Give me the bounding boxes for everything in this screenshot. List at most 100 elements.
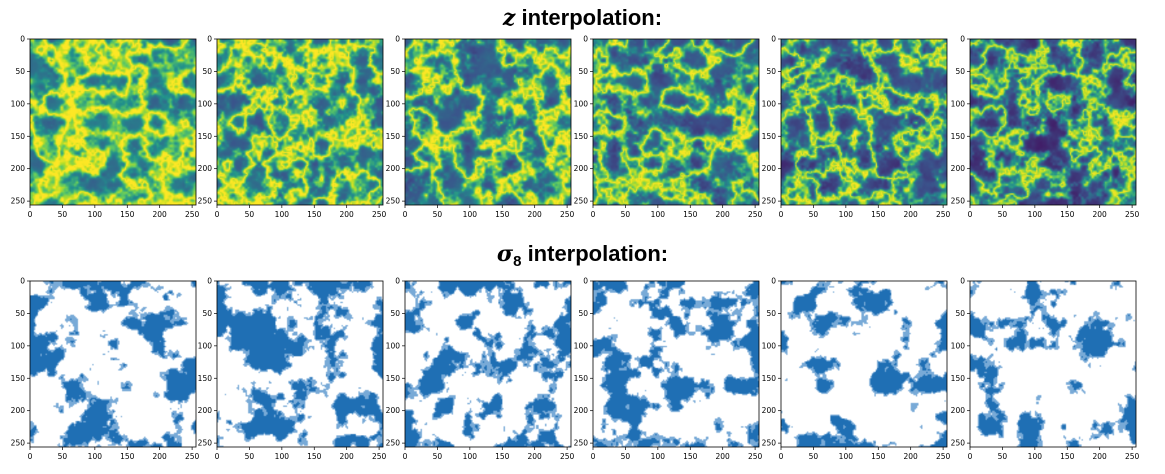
x-tick-label: 100 (1028, 452, 1043, 461)
x-tick-label: 250 (372, 210, 387, 219)
y-tick-label: 100 (11, 99, 26, 108)
sigma8-density-field-image (217, 281, 383, 447)
y-tick-label: 50 (390, 309, 400, 318)
y-tick-label: 150 (11, 374, 26, 383)
z-symbol: z (502, 5, 516, 31)
x-tick-label: 100 (463, 452, 478, 461)
y-tick-label: 200 (574, 406, 589, 415)
y-tick-label: 250 (198, 439, 213, 448)
x-tick-label: 50 (58, 210, 68, 219)
z-density-field-image (970, 39, 1136, 205)
y-tick-label: 200 (951, 406, 966, 415)
sigma8-interpolation-title: σ8 interpolation: (0, 241, 1165, 275)
y-tick-label: 200 (762, 406, 777, 415)
sigma8-panel-1: 0 50 100 150 200 250 0 50 100 150 200 250 (8, 277, 200, 474)
x-tick-label: 0 (779, 452, 784, 461)
x-tick-label: 150 (1060, 452, 1075, 461)
sigma8-panel-3: 0 50 100 150 200 250 0 50 100 150 200 250 (383, 277, 575, 474)
x-tick-label: 0 (28, 452, 33, 461)
x-tick-label: 250 (1125, 452, 1140, 461)
y-tick-label: 50 (390, 67, 400, 76)
y-tick-label: 100 (198, 99, 213, 108)
x-tick-label: 150 (683, 452, 698, 461)
plot-frame (404, 38, 572, 206)
x-tick-label: 0 (403, 210, 408, 219)
x-tick-label: 200 (904, 210, 919, 219)
x-tick-label: 250 (1125, 210, 1140, 219)
y-tick-label: 150 (386, 374, 401, 383)
x-tick-label: 0 (591, 210, 596, 219)
y-tick-label: 250 (386, 197, 401, 206)
plot-frame (216, 280, 384, 448)
y-tick-label: 250 (11, 439, 26, 448)
y-tick-label: 150 (574, 374, 589, 383)
y-tick-label: 200 (11, 406, 26, 415)
x-tick-label: 50 (621, 210, 631, 219)
z-density-field-image (30, 39, 196, 205)
x-tick-label: 100 (651, 210, 666, 219)
x-tick-label: 250 (185, 210, 200, 219)
x-tick-label: 200 (1093, 210, 1108, 219)
x-tick-label: 100 (275, 452, 290, 461)
x-tick-label: 150 (307, 452, 322, 461)
sigma8-title-text: interpolation: (521, 241, 669, 266)
x-tick-label: 100 (839, 210, 854, 219)
y-tick-label: 250 (198, 197, 213, 206)
x-tick-label: 200 (340, 452, 355, 461)
y-tick-label: 150 (198, 132, 213, 141)
x-tick-label: 150 (871, 452, 886, 461)
sigma8-panel-4: 0 50 100 150 200 250 0 50 100 150 200 250 (571, 277, 763, 474)
sigma8-panel-2: 0 50 100 150 200 250 0 50 100 150 200 250 (195, 277, 387, 474)
x-tick-label: 200 (716, 452, 731, 461)
y-tick-label: 200 (574, 164, 589, 173)
y-tick-label: 0 (207, 277, 212, 286)
y-tick-label: 150 (574, 132, 589, 141)
y-tick-label: 0 (960, 277, 965, 286)
sigma-symbol: σ (496, 241, 514, 267)
y-tick-label: 200 (198, 164, 213, 173)
y-tick-label: 0 (583, 277, 588, 286)
x-tick-label: 250 (936, 452, 951, 461)
x-tick-label: 100 (275, 210, 290, 219)
plot-frame (29, 38, 197, 206)
x-tick-label: 50 (809, 452, 819, 461)
z-panel-6: 0 50 100 150 200 250 0 50 100 150 200 250 (948, 35, 1140, 232)
y-tick-label: 100 (386, 341, 401, 350)
x-tick-label: 150 (683, 210, 698, 219)
z-panel-5: 0 50 100 150 200 250 0 50 100 150 200 250 (759, 35, 951, 232)
plot-frame (216, 38, 384, 206)
x-tick-label: 100 (839, 452, 854, 461)
x-tick-label: 0 (968, 452, 973, 461)
x-tick-label: 250 (372, 452, 387, 461)
sigma8-panel-5: 0 50 100 150 200 250 0 50 100 150 200 250 (759, 277, 951, 474)
x-tick-label: 200 (528, 452, 543, 461)
y-tick-label: 0 (583, 35, 588, 44)
y-tick-label: 100 (574, 99, 589, 108)
z-panel-2: 0 50 100 150 200 250 0 50 100 150 200 250 (195, 35, 387, 232)
y-tick-label: 0 (771, 35, 776, 44)
sigma8-density-field-image (593, 281, 759, 447)
x-tick-label: 200 (153, 452, 168, 461)
x-tick-label: 0 (591, 452, 596, 461)
y-tick-label: 200 (198, 406, 213, 415)
z-title-text: interpolation: (515, 5, 663, 30)
y-tick-label: 0 (395, 35, 400, 44)
y-tick-label: 0 (395, 277, 400, 286)
x-tick-label: 150 (307, 210, 322, 219)
x-tick-label: 50 (998, 452, 1008, 461)
y-tick-label: 150 (762, 132, 777, 141)
x-tick-label: 150 (120, 210, 135, 219)
y-tick-label: 0 (771, 277, 776, 286)
sigma8-density-field-image (970, 281, 1136, 447)
x-tick-label: 150 (871, 210, 886, 219)
y-tick-label: 150 (386, 132, 401, 141)
sigma8-interpolation-row: 0 50 100 150 200 250 0 50 100 150 200 250 0 50 100 150 2… (0, 277, 1165, 468)
y-tick-label: 250 (951, 197, 966, 206)
x-tick-label: 150 (495, 452, 510, 461)
y-tick-label: 150 (762, 374, 777, 383)
sigma8-density-field-image (405, 281, 571, 447)
